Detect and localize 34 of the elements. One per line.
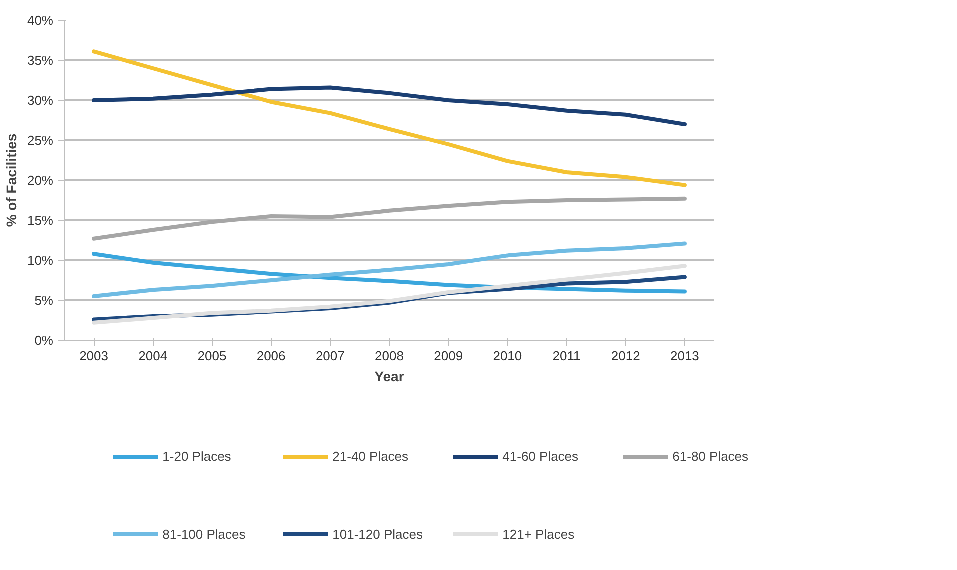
y-tick-label: 30% <box>27 93 54 108</box>
legend-label: 1-20 Places <box>162 449 232 464</box>
legend-label: 61-80 Places <box>672 449 750 464</box>
x-tick-label: 2009 <box>434 348 464 364</box>
x-axis-title: Year <box>374 368 405 384</box>
line-series <box>92 50 687 188</box>
x-tick-label: 2012 <box>611 348 640 364</box>
legend-label: 101-120 Places <box>332 526 424 542</box>
y-tick-label: 25% <box>27 133 54 148</box>
legend-label: 21-40 Places <box>332 449 410 464</box>
line-series <box>92 86 687 126</box>
x-tick-label: 2011 <box>552 348 581 364</box>
y-tick-label: 5% <box>34 293 54 308</box>
x-tick-label: 2008 <box>375 348 404 364</box>
line-series <box>92 242 687 298</box>
legend-label: 81-100 Places <box>162 526 247 542</box>
x-tick-label: 2006 <box>256 348 286 364</box>
x-tick-label: 2007 <box>316 348 345 364</box>
y-tick-label: 10% <box>27 253 54 268</box>
x-tick-label: 2003 <box>80 348 109 364</box>
y-axis-title: % of Facilities <box>3 134 20 228</box>
y-tick-label: 0% <box>34 333 54 348</box>
x-tick-label: 2004 <box>138 348 168 364</box>
y-tick-label: 20% <box>27 173 54 188</box>
x-tick-label: 2010 <box>493 348 522 364</box>
x-tick-label: 2013 <box>670 348 700 364</box>
legend-label: 41-60 Places <box>502 449 580 464</box>
y-tick-label: 35% <box>27 53 54 68</box>
legend-label: 121+ Places <box>502 526 576 542</box>
line-series <box>92 196 687 241</box>
y-tick-label: 15% <box>27 213 54 228</box>
y-tick-label: 40% <box>27 13 54 28</box>
x-tick-label: 2005 <box>198 348 227 364</box>
line-series <box>92 264 687 325</box>
